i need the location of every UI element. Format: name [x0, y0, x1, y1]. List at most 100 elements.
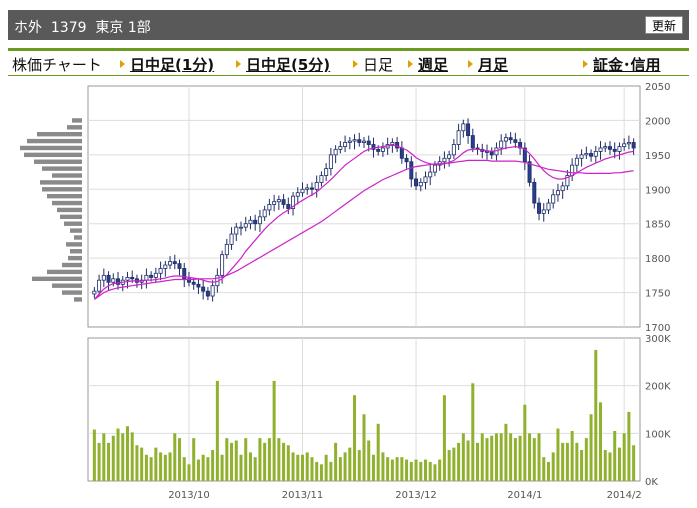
volume-bar	[192, 438, 196, 481]
price-tick-label: 1900	[645, 185, 670, 196]
price-axis: 2050 2000 1950 1900 1850 1800 1750 1700	[645, 82, 670, 334]
candle-body	[163, 264, 168, 269]
candle-body	[518, 142, 523, 149]
volume-bar	[187, 464, 191, 481]
tab-weekly-label: 週足	[418, 56, 449, 74]
candle-body	[210, 285, 215, 297]
candle-body	[404, 157, 409, 163]
volume-bar	[244, 438, 248, 481]
volume-bar	[121, 433, 125, 481]
volume-profile-bar	[62, 290, 82, 295]
candle-body	[527, 161, 532, 183]
candle-body	[503, 137, 508, 142]
volume-bar	[447, 450, 451, 481]
candle-body	[508, 137, 513, 141]
volume-bar	[357, 450, 361, 481]
candle-body	[295, 192, 300, 197]
candle-body	[584, 153, 589, 156]
volume-bar	[310, 457, 314, 481]
volume-bar	[461, 433, 465, 481]
price-tick-label: 1850	[645, 220, 670, 231]
volume-bar	[570, 430, 574, 481]
grid	[88, 86, 640, 481]
tab-intraday-1min[interactable]: 日中足(1分)	[120, 54, 214, 75]
volume-bar	[173, 433, 177, 481]
tab-monthly[interactable]: 月足	[468, 54, 508, 75]
candle-body	[589, 153, 594, 157]
candle-body	[574, 157, 579, 166]
volume-bar	[272, 380, 276, 481]
candle-body	[338, 146, 343, 150]
tab-weekly[interactable]: 週足	[408, 54, 448, 75]
candle-body	[220, 254, 225, 276]
volume-bar	[580, 450, 584, 481]
candle-body	[466, 123, 471, 136]
volume-bar	[215, 380, 219, 481]
volume-bar	[348, 447, 352, 481]
volume-bar	[371, 454, 375, 481]
volume-bar	[338, 457, 342, 481]
volume-bar	[277, 438, 281, 481]
candle-body	[617, 146, 622, 152]
volume-bar	[395, 457, 399, 481]
volume-bar	[291, 452, 295, 481]
volume-bar	[329, 461, 333, 481]
candle-body	[484, 151, 489, 153]
candle-body	[598, 147, 603, 152]
candle-body	[522, 147, 527, 163]
volume-bar	[206, 457, 210, 481]
tab-margin[interactable]: 証金･信用	[583, 54, 661, 75]
candle-body	[461, 123, 466, 132]
volume-profile-bar	[32, 276, 82, 281]
candle-body	[97, 279, 102, 292]
volume-bar	[135, 445, 139, 481]
candle-body	[309, 187, 314, 190]
candle-body	[253, 219, 258, 225]
candle-body	[409, 161, 414, 180]
volume-bar	[386, 457, 390, 481]
candle-body	[352, 139, 357, 142]
volume-bar	[419, 461, 423, 481]
volume-profile-bar	[67, 125, 82, 130]
price-tick-label: 1950	[645, 151, 670, 162]
volume-bar	[589, 414, 593, 481]
volume-bar	[282, 442, 286, 481]
date-tick-label: 2014/2	[607, 490, 642, 501]
candle-body	[432, 164, 437, 173]
arrow-icon	[120, 60, 125, 68]
candle-body	[626, 142, 631, 145]
volume-bar	[414, 459, 418, 481]
volume-bar	[565, 442, 569, 481]
volume-bar	[130, 432, 134, 481]
candle-body	[579, 154, 584, 159]
volume-profile-bar	[52, 283, 82, 288]
tab-intraday-5min[interactable]: 日中足(5分)	[236, 54, 330, 75]
volume-bar	[532, 438, 536, 481]
volume-bar	[253, 457, 257, 481]
volume-profile-bar	[27, 138, 82, 144]
volume-profile	[20, 118, 82, 302]
volume-bar	[182, 457, 186, 481]
volume-bar	[518, 435, 522, 481]
candle-body	[423, 176, 428, 183]
volume-bar	[471, 383, 475, 481]
volume-bar	[509, 433, 513, 481]
candle-body	[541, 209, 546, 214]
volume-bar	[376, 423, 380, 481]
candle-body	[168, 261, 173, 266]
moving-average-short	[93, 144, 634, 300]
candle-body	[593, 151, 598, 157]
price-tick-label: 2000	[645, 116, 670, 127]
candle-body	[499, 140, 504, 149]
volume-bar	[480, 433, 484, 481]
refresh-button[interactable]: 更新	[644, 16, 683, 34]
candle-body	[267, 204, 272, 211]
tab-daily-label: 日足	[363, 56, 394, 74]
arrow-icon	[353, 60, 358, 68]
volume-bar	[211, 450, 215, 481]
volume-bar	[230, 442, 234, 481]
volume-profile-bar	[57, 207, 82, 213]
volume-bar	[102, 433, 106, 481]
volume-bar	[405, 459, 409, 481]
